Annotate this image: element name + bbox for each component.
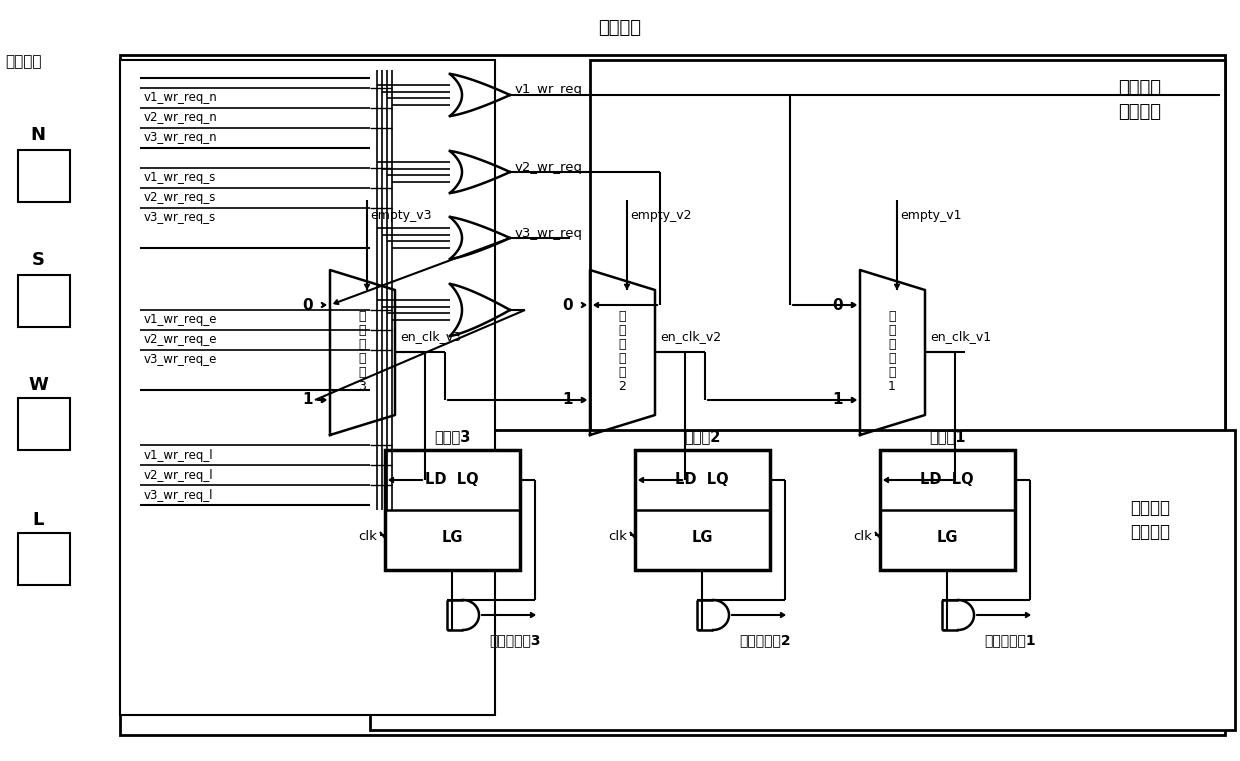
Text: en_clk_v1: en_clk_v1 <box>930 330 991 343</box>
Bar <box>120 60 495 715</box>
Bar <box>120 55 1225 735</box>
Text: 多
路
选
择
器
3: 多 路 选 择 器 3 <box>358 310 366 393</box>
Text: clk: clk <box>853 530 872 543</box>
Text: 时钟使能
产生模块: 时钟使能 产生模块 <box>1118 78 1162 122</box>
Text: LG: LG <box>691 530 713 546</box>
Text: v2_wr_req_e: v2_wr_req_e <box>144 333 217 346</box>
Text: v1_wr_req_l: v1_wr_req_l <box>144 448 213 461</box>
Text: v1_wr_req_e: v1_wr_req_e <box>144 314 217 326</box>
Bar <box>370 430 1235 730</box>
Text: N: N <box>31 126 46 144</box>
Text: 上一节点: 上一节点 <box>5 55 41 69</box>
Text: empty_v2: empty_v2 <box>630 209 692 221</box>
Text: v2_wr_req_s: v2_wr_req_s <box>144 192 216 205</box>
Text: v1_wr_req_n: v1_wr_req_n <box>144 91 218 104</box>
Text: empty_v3: empty_v3 <box>370 209 432 221</box>
Text: 虚通道时钟3: 虚通道时钟3 <box>489 633 541 647</box>
Text: v3_wr_req: v3_wr_req <box>515 227 583 240</box>
Text: 0: 0 <box>563 298 573 313</box>
Text: v3_wr_req_e: v3_wr_req_e <box>144 354 217 367</box>
Text: v1_wr_req_s: v1_wr_req_s <box>144 171 216 184</box>
Text: 虚通道时钟1: 虚通道时钟1 <box>985 633 1035 647</box>
Text: 1: 1 <box>563 393 573 407</box>
Text: 门控时钟
产生模块: 门控时钟 产生模块 <box>1130 498 1171 542</box>
Text: empty_v1: empty_v1 <box>900 209 961 221</box>
Text: clk: clk <box>358 530 377 543</box>
Text: v2_wr_req_l: v2_wr_req_l <box>144 469 213 482</box>
Bar <box>19 150 69 202</box>
Text: 0: 0 <box>303 298 314 313</box>
Text: LG: LG <box>441 530 463 546</box>
Bar <box>384 450 520 570</box>
Text: 1: 1 <box>833 393 843 407</box>
Text: en_clk_v3: en_clk_v3 <box>401 330 461 343</box>
Text: v3_wr_req_n: v3_wr_req_n <box>144 132 218 145</box>
Text: 1: 1 <box>303 393 314 407</box>
Bar <box>19 398 69 450</box>
Text: 多
路
选
择
器
2: 多 路 选 择 器 2 <box>618 310 626 393</box>
Bar <box>19 275 69 327</box>
Text: v2_wr_req: v2_wr_req <box>515 161 583 174</box>
Text: LG: LG <box>936 530 957 546</box>
Bar <box>19 533 69 585</box>
Text: LD  LQ: LD LQ <box>676 473 729 488</box>
Text: en_clk_v2: en_clk_v2 <box>660 330 722 343</box>
Text: v3_wr_req_s: v3_wr_req_s <box>144 212 216 224</box>
Text: 锁存器2: 锁存器2 <box>683 429 720 444</box>
Text: L: L <box>32 511 43 529</box>
Text: 当前节点: 当前节点 <box>599 19 641 37</box>
Text: v1_wr_req: v1_wr_req <box>515 84 583 97</box>
Text: v3_wr_req_l: v3_wr_req_l <box>144 489 213 501</box>
Text: v2_wr_req_n: v2_wr_req_n <box>144 112 218 125</box>
Bar <box>635 450 770 570</box>
Text: W: W <box>29 376 48 394</box>
Text: 多
路
选
择
器
1: 多 路 选 择 器 1 <box>888 310 897 393</box>
Text: clk: clk <box>608 530 627 543</box>
Bar <box>880 450 1016 570</box>
Bar <box>590 60 1225 470</box>
Text: LD  LQ: LD LQ <box>920 473 973 488</box>
Text: LD  LQ: LD LQ <box>425 473 479 488</box>
Text: 虚通道时钟2: 虚通道时钟2 <box>739 633 791 647</box>
Text: 锁存器3: 锁存器3 <box>434 429 470 444</box>
Text: 锁存器1: 锁存器1 <box>929 429 965 444</box>
Text: S: S <box>31 251 45 269</box>
Text: 0: 0 <box>833 298 843 313</box>
